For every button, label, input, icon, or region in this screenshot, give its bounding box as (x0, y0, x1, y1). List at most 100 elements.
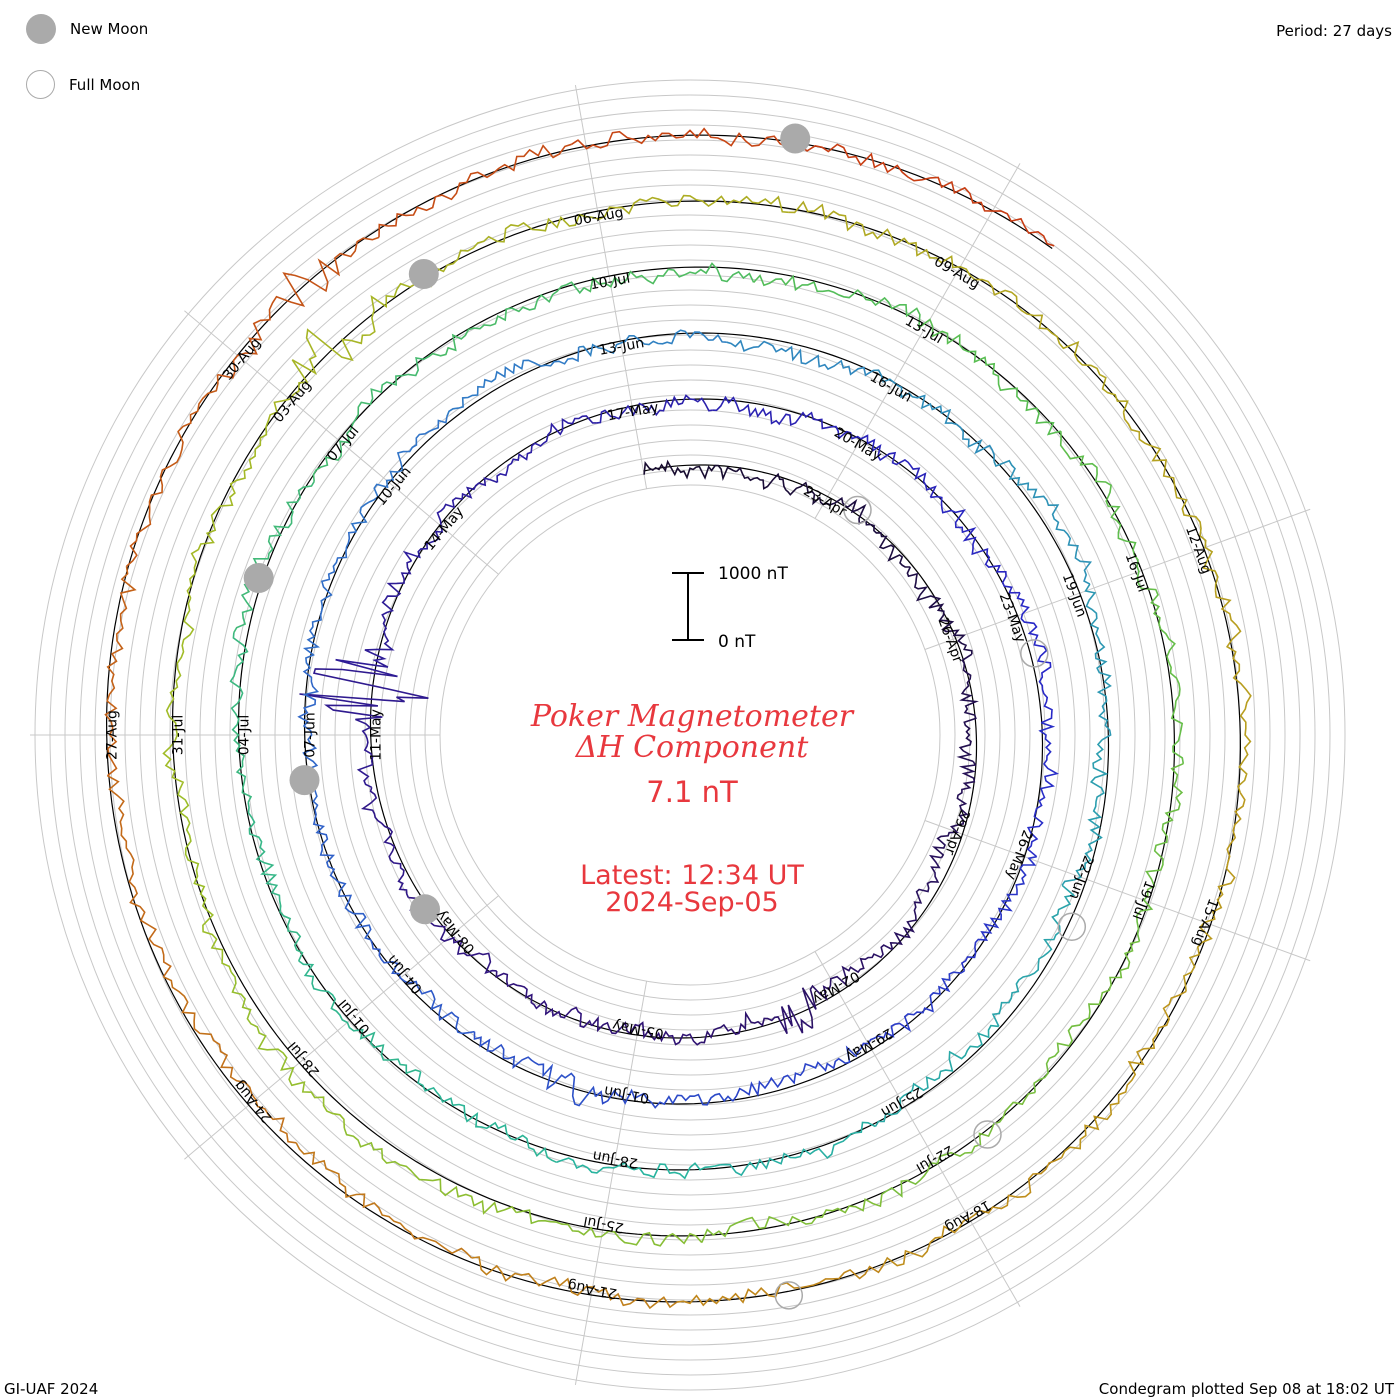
moon-markers (243, 123, 1087, 1310)
trace-segment (104, 566, 137, 777)
trace-segment (720, 1121, 876, 1177)
trace-segment (931, 760, 977, 859)
trace-segment (788, 200, 976, 281)
date-tick-label: 11-May (369, 709, 385, 761)
trace-segment (801, 944, 893, 1029)
trace-segment (873, 369, 995, 462)
full-moon-marker (774, 1281, 804, 1310)
grid-spoke (814, 951, 1021, 1307)
trace-segment (1060, 990, 1187, 1158)
trace-segment (571, 127, 788, 150)
trace-segment (496, 415, 597, 483)
trace-segment (1026, 721, 1060, 858)
trace-segment (335, 560, 412, 678)
trace-segment (402, 477, 498, 562)
trace-segment (1183, 792, 1246, 992)
trace-segment (1016, 592, 1053, 724)
date-tick-label: 13-Jun (598, 335, 646, 359)
full-moon-marker (973, 1120, 1002, 1149)
latest-time: Latest: 12:34 UT (580, 860, 804, 891)
trace-segment (701, 1194, 883, 1243)
trace-segment (267, 282, 411, 422)
trace-segment (930, 495, 1021, 594)
grid-spoke (184, 895, 499, 1160)
new-moon-marker (408, 259, 439, 289)
trace-segment (956, 653, 979, 763)
trace-segment (378, 143, 572, 238)
trace-segment (473, 1031, 597, 1107)
trace-segment (974, 278, 1129, 413)
grid-spoke (574, 981, 648, 1386)
trace-segment (960, 855, 1037, 972)
date-tick-label: 10-Jul (589, 271, 632, 294)
trace-segment (233, 481, 315, 633)
trace-segment (712, 395, 832, 430)
trace-segment (295, 1142, 473, 1259)
latest-date: 2024-Sep-05 (605, 887, 778, 918)
trace-segment (1214, 590, 1252, 794)
scale-bottom-label: 0 nT (718, 632, 756, 652)
trace-segment (591, 1015, 702, 1046)
trace-segment (991, 884, 1076, 1027)
date-tick-label: 06-Aug (573, 205, 625, 229)
trace-segment (298, 960, 421, 1075)
trace-segment (1122, 412, 1219, 591)
chart-title: Poker Magnetometer (530, 699, 855, 734)
date-tick-label: 21-Aug (566, 1277, 618, 1301)
trace-segment (918, 318, 1062, 436)
trace-segment (446, 346, 580, 417)
trace-segment (299, 668, 429, 789)
trace-segment (1033, 940, 1140, 1093)
grid-spoke (924, 820, 1311, 962)
full-moon-marker (1057, 912, 1087, 941)
full-moon-icon (26, 70, 55, 99)
trace-segment (583, 262, 755, 293)
date-tick-label: 19-Jul (1129, 878, 1158, 922)
new-moon-marker (243, 563, 274, 593)
trace-segment (186, 420, 269, 599)
date-tick-label: 26-May (1002, 828, 1035, 882)
trace-segment (217, 236, 380, 379)
trace-segment (162, 597, 195, 789)
date-tick-label: 28-Jun (591, 1147, 639, 1171)
trace-segment (343, 1127, 517, 1215)
trace-segment (229, 632, 253, 803)
trace-segment (471, 1256, 678, 1310)
trace-segment (829, 496, 911, 568)
date-tick-label: 13-Jul (902, 313, 945, 347)
date-tick-label: 26-Apr (934, 616, 965, 666)
trace-segment (1084, 583, 1112, 741)
trace-segment (643, 459, 737, 481)
legend-new-moon: New Moon (26, 14, 148, 44)
trace-segment (369, 939, 475, 1035)
grid-spoke (184, 310, 499, 575)
trace-segment (889, 854, 942, 950)
trace-segment (906, 566, 973, 655)
trace-segment (874, 1024, 999, 1127)
trace-segment (1141, 587, 1185, 764)
trace-segment (578, 329, 727, 358)
trace-segment (857, 970, 965, 1052)
scale-bar: 1000 nT 0 nT (672, 564, 788, 652)
date-tick-label: 09-Aug (931, 254, 982, 293)
date-tick-label: 31-Jul (171, 715, 187, 756)
trace-segment (427, 281, 585, 358)
date-tick-label: 01-Jun (603, 1082, 651, 1106)
trace-segment (592, 194, 789, 221)
new-moon-marker (780, 123, 811, 154)
date-tick-label: 20-May (831, 425, 884, 465)
trace-segment (732, 1045, 860, 1102)
trace-segment (1061, 739, 1109, 886)
trace-segment (247, 802, 304, 962)
date-tick-label: 02-May (809, 967, 862, 1007)
trace-segment (753, 274, 921, 328)
trace-segment (177, 788, 232, 973)
trace-segment (700, 1004, 813, 1044)
trace-segment (556, 1157, 721, 1180)
trace-segment (992, 210, 1055, 247)
date-tick-label: 27-Aug (105, 710, 121, 760)
legend-full-moon: Full Moon (26, 70, 140, 99)
trace-segment (230, 971, 346, 1129)
